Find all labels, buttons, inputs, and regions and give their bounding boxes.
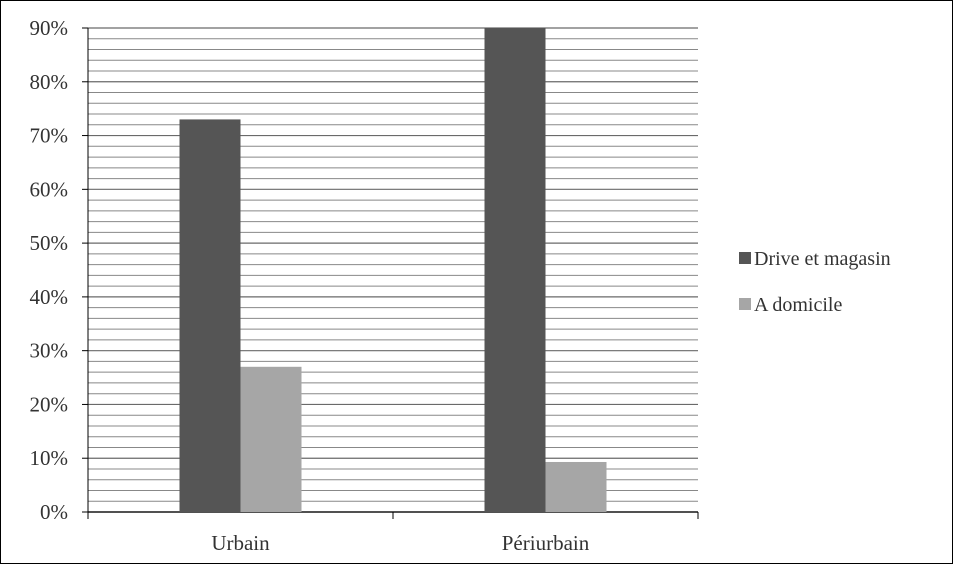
y-tick-label: 10% — [30, 446, 69, 470]
y-tick-label: 70% — [30, 124, 69, 148]
y-tick-label: 0% — [40, 500, 68, 524]
legend-swatch — [739, 252, 751, 264]
y-tick-label: 30% — [30, 339, 69, 363]
legend-label: Drive et magasin — [754, 248, 891, 270]
y-tick-label: 50% — [30, 231, 69, 255]
y-tick-label: 20% — [30, 392, 69, 416]
bar-drive-et-magasin-urbain — [179, 119, 241, 512]
y-tick-label: 60% — [30, 177, 69, 201]
x-category-label: Urbain — [211, 531, 270, 555]
y-tick-label: 80% — [30, 70, 69, 94]
x-category-label: Périurbain — [502, 531, 590, 555]
bar-a-domicile-urbain — [240, 366, 302, 512]
legend-label: A domicile — [754, 294, 842, 316]
y-tick-label: 40% — [30, 285, 69, 309]
bar-a-domicile-periurbain — [545, 461, 607, 512]
bar-drive-et-magasin-periurbain — [484, 28, 546, 512]
y-tick-label: 90% — [30, 16, 69, 40]
legend-swatch — [739, 298, 751, 310]
